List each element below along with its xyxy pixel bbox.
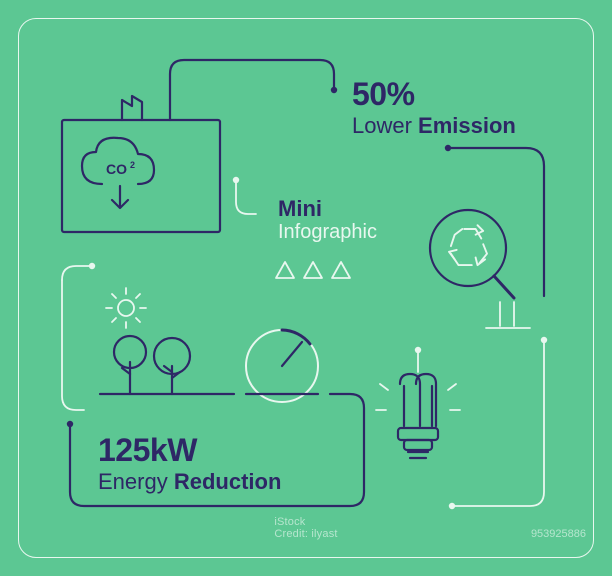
watermark-credit-name: ilyast — [311, 528, 337, 540]
emission-value: 50% — [352, 76, 516, 113]
watermark-credit-prefix: Credit: — [274, 528, 311, 540]
factory-notch — [122, 96, 142, 120]
triangles-row — [276, 262, 350, 278]
node-dot — [541, 337, 547, 343]
cfl-bulb-icon — [376, 374, 460, 458]
connector-top — [170, 60, 334, 120]
energy-value: 125kW — [98, 432, 281, 469]
watermark: iStock Credit: ilyast — [274, 516, 337, 540]
co2-label: CO — [106, 161, 127, 177]
connector-left-light-down — [62, 280, 84, 410]
title-line1: Mini — [278, 196, 377, 221]
node-dot — [67, 421, 73, 427]
title-block: Mini Infographic — [278, 196, 377, 244]
node-dot — [89, 263, 95, 269]
energy-stat: 125kW Energy Reduction — [98, 432, 281, 494]
energy-label: Energy Reduction — [98, 469, 281, 494]
emission-label-prefix: Lower — [352, 113, 418, 138]
title-line2: Infographic — [278, 221, 377, 244]
watermark-source: iStock — [274, 516, 305, 528]
image-id: 953925886 — [531, 528, 586, 540]
co2-sup: 2 — [130, 160, 135, 170]
node-dot — [449, 503, 455, 509]
node-dot — [331, 87, 337, 93]
energy-label-bold: Reduction — [174, 469, 282, 494]
recycle-magnifier-icon — [430, 210, 514, 298]
emission-label-bold: Emission — [418, 113, 516, 138]
gauge-icon — [246, 330, 318, 402]
infographic-canvas: CO 2 — [0, 0, 612, 576]
co2-panel — [62, 120, 220, 232]
node-dot — [445, 145, 451, 151]
emission-stat: 50% Lower Emission — [352, 76, 516, 138]
co2-cloud-icon: CO 2 — [82, 138, 154, 208]
sun-icon — [106, 288, 146, 328]
connector-left-light — [62, 266, 92, 280]
energy-label-prefix: Energy — [98, 469, 174, 494]
node-dot — [415, 347, 421, 353]
connector-right-light — [452, 340, 544, 506]
node-dot — [233, 177, 239, 183]
emission-label: Lower Emission — [352, 113, 516, 138]
connector-title — [236, 180, 256, 214]
trees-icon — [114, 336, 190, 394]
